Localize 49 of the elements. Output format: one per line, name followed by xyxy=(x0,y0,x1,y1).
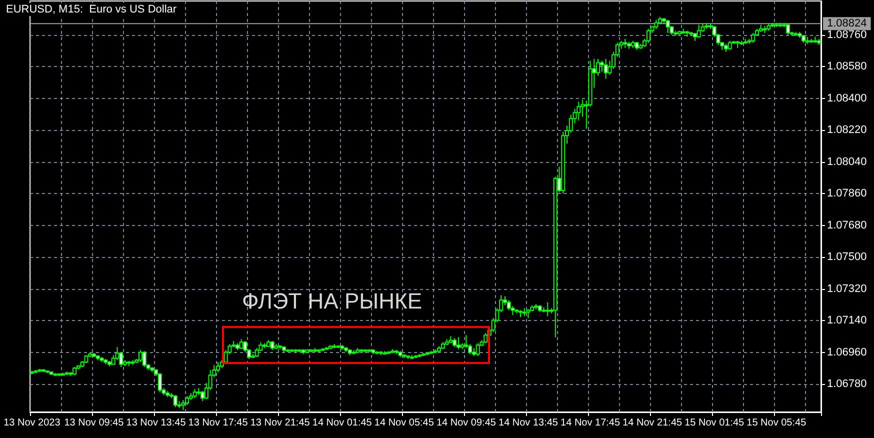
x-tick-label: 14 Nov 09:45 xyxy=(436,418,496,428)
candlestick xyxy=(456,336,460,350)
x-tick-label: 13 Nov 21:45 xyxy=(250,418,310,428)
candlestick xyxy=(173,394,178,408)
candlestick xyxy=(604,58,608,80)
candlestick xyxy=(696,24,701,38)
y-tick-label: 1.06780 xyxy=(827,378,867,390)
candlestick xyxy=(476,342,480,357)
y-tick-label: 1.08760 xyxy=(827,28,867,41)
candlestick xyxy=(506,300,511,311)
candlestick xyxy=(181,400,186,411)
x-tick-label: 15 Nov 05:45 xyxy=(746,418,807,428)
x-tick-label: 14 Nov 05:45 xyxy=(374,418,434,428)
x-tick-label: 14 Nov 21:45 xyxy=(622,418,683,428)
x-tick-label: 14 Nov 13:45 xyxy=(498,418,558,428)
ref-line-label: 1.08824 xyxy=(827,18,867,30)
candlestick xyxy=(142,350,146,368)
chart-title: EURUSD, M15: Euro vs US Dollar xyxy=(6,4,177,16)
candlestick xyxy=(216,362,220,373)
y-tick-label: 1.07320 xyxy=(827,282,867,295)
candlestick xyxy=(484,332,488,344)
candlestick xyxy=(786,23,790,36)
candlestick xyxy=(200,390,205,402)
x-tick-label: 13 Nov 2023 xyxy=(4,418,61,428)
y-tick-label: 1.08400 xyxy=(827,92,867,104)
x-tick-label: 13 Nov 13:45 xyxy=(126,418,186,428)
x-tick-label: 13 Nov 09:45 xyxy=(64,418,124,428)
candlestick xyxy=(138,350,143,363)
candlestick xyxy=(666,19,670,34)
y-tick-label: 1.08040 xyxy=(827,156,867,168)
candlestick xyxy=(576,101,581,122)
candlestick xyxy=(158,372,162,393)
candlestick xyxy=(115,346,120,361)
y-tick-label: 1.07860 xyxy=(827,188,867,200)
candlestick xyxy=(646,28,650,44)
y-tick-label: 1.07500 xyxy=(827,251,867,264)
x-tick-label: 15 Nov 01:45 xyxy=(684,418,745,428)
y-tick-label: 1.06960 xyxy=(827,346,867,358)
candlestick xyxy=(751,32,756,44)
y-tick-label: 1.08580 xyxy=(827,60,867,73)
y-tick-label: 1.08220 xyxy=(827,124,867,136)
candlestick xyxy=(239,338,244,350)
candlestick xyxy=(546,302,550,317)
y-tick-label: 1.07680 xyxy=(827,219,867,232)
x-tick-label: 13 Nov 17:45 xyxy=(188,418,248,428)
x-tick-label: 14 Nov 01:45 xyxy=(312,418,372,428)
annotation: ФЛЭТ НА РЫНКЕ xyxy=(242,288,422,314)
y-tick-label: 1.07140 xyxy=(827,314,867,327)
x-tick-label: 14 Nov 17:45 xyxy=(560,418,620,428)
